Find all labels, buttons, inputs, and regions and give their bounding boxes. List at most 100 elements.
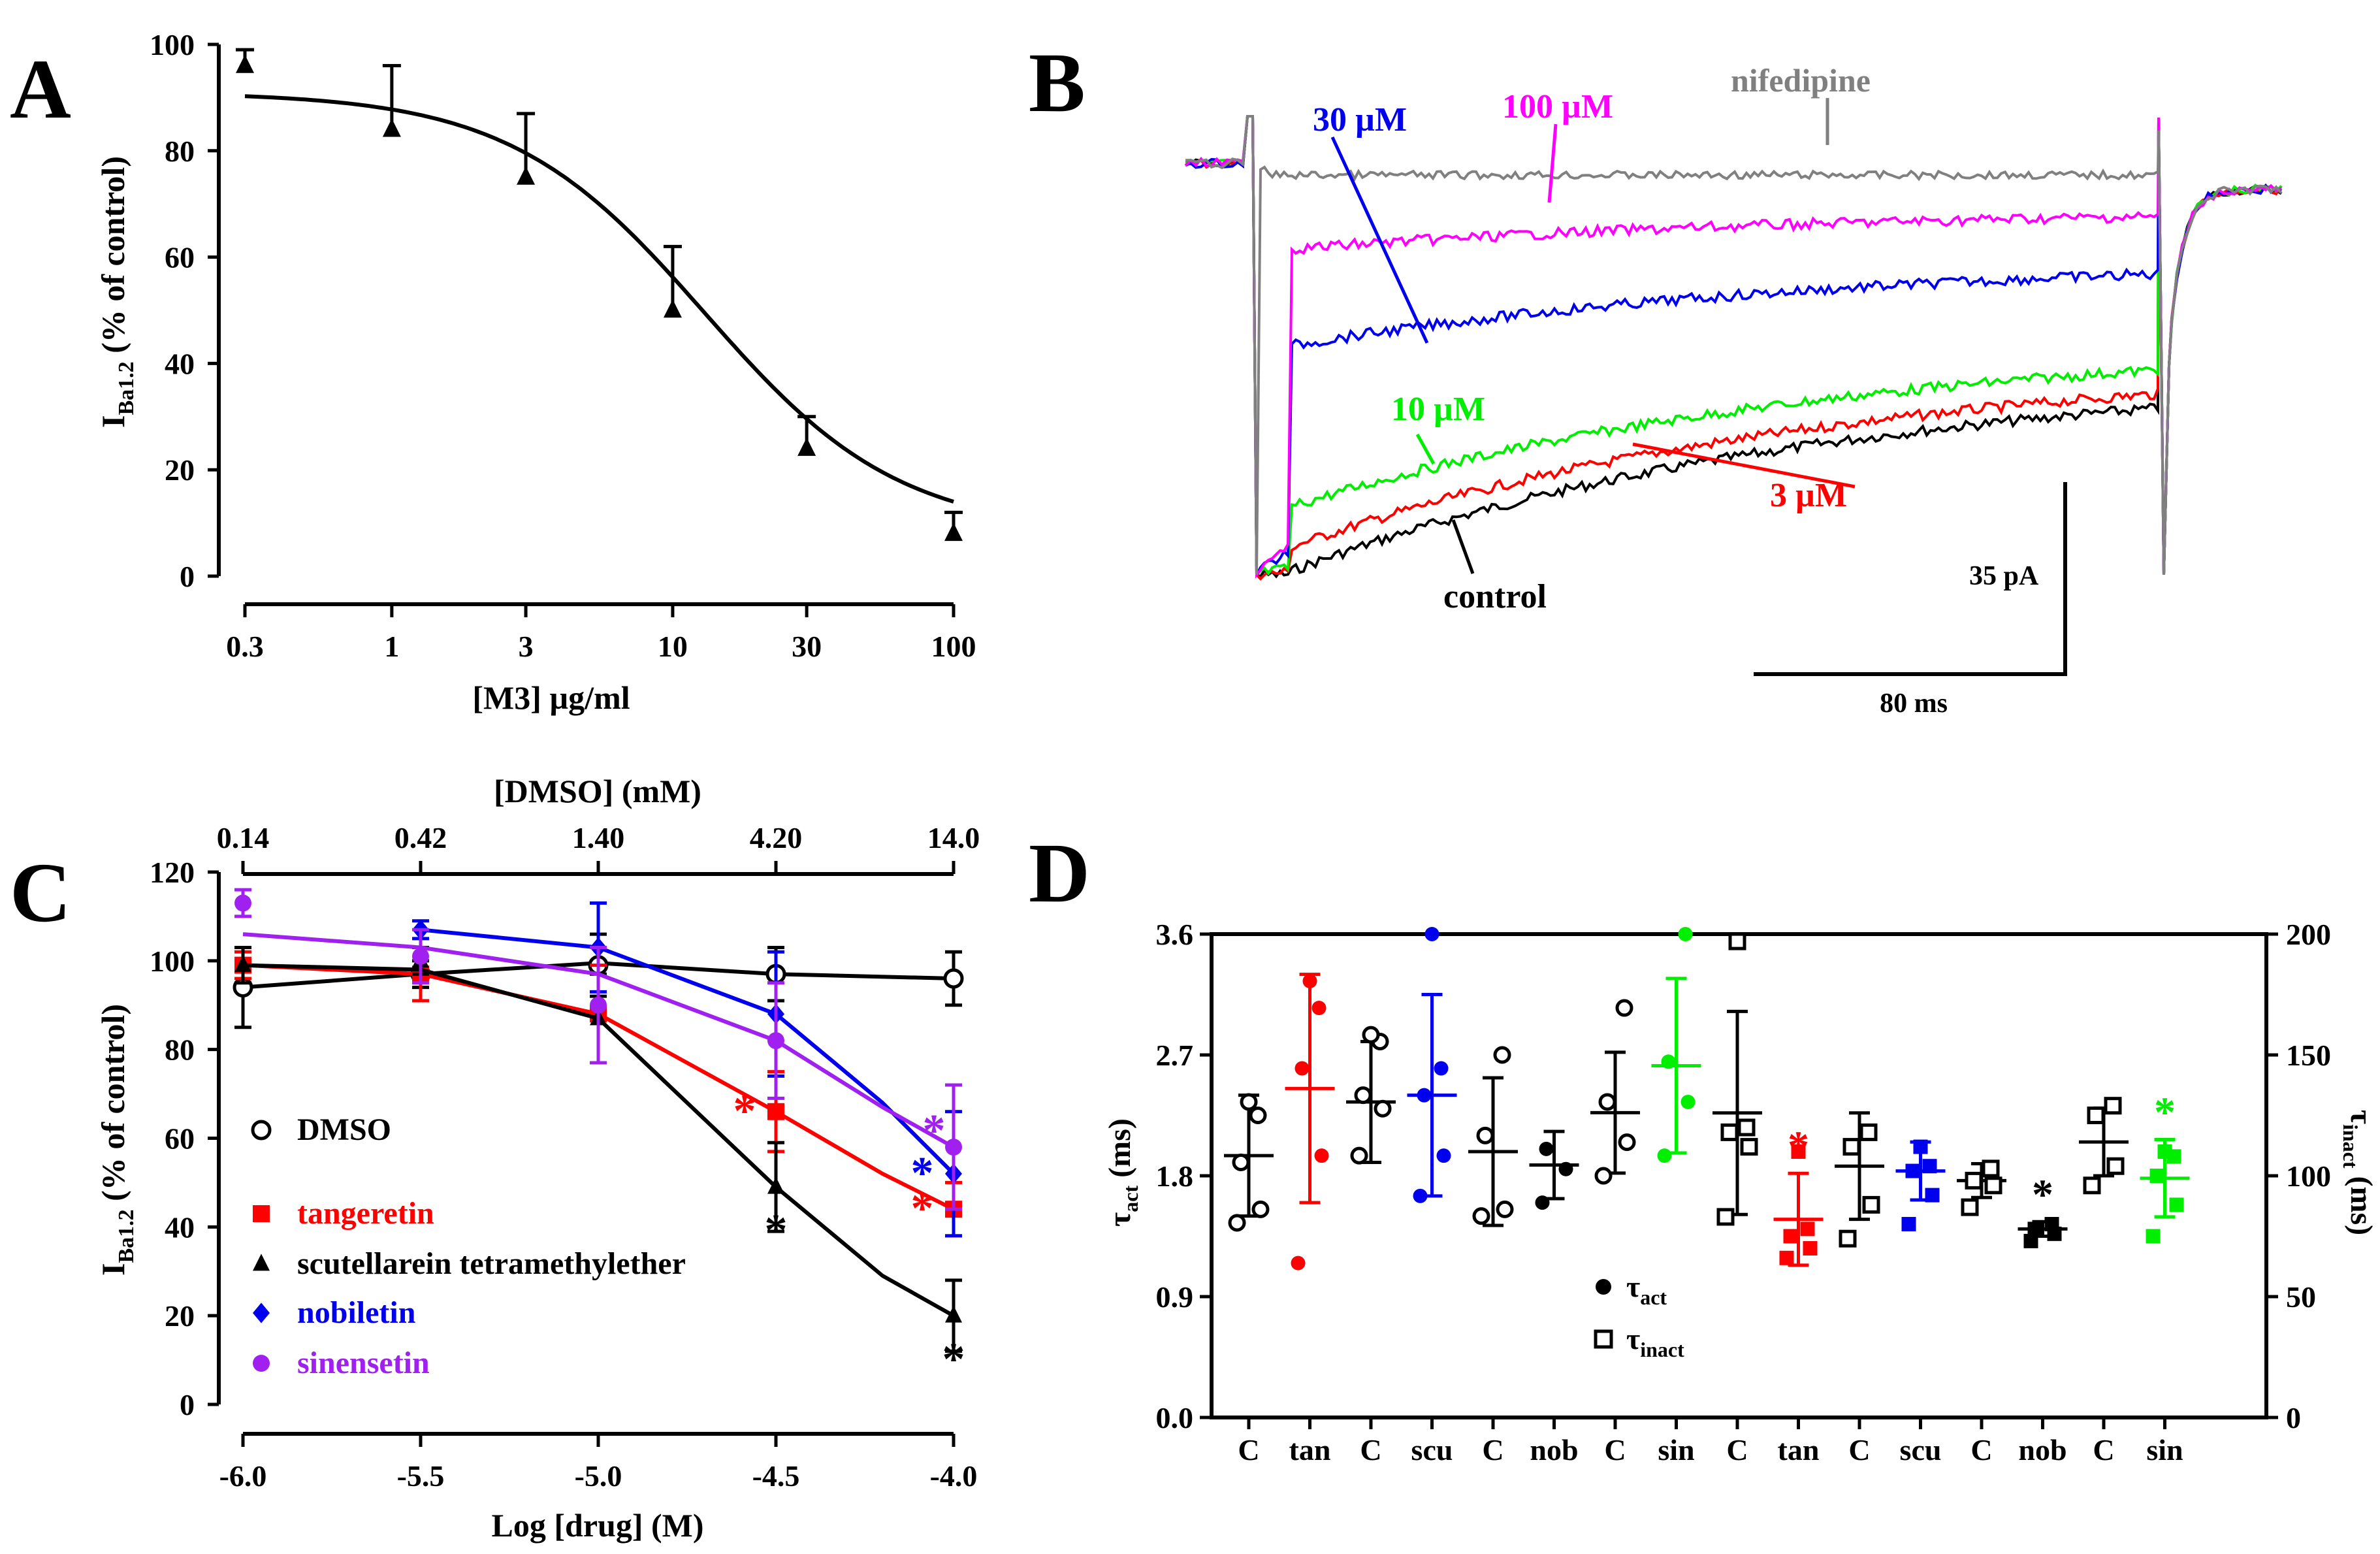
label-line-10um [1415,433,1436,465]
panel-a-y-tick-label: 100 [150,28,195,61]
panel-d-group-c-0-point [1240,1093,1258,1111]
panel-c-point-scutellarein-tetramethylether [945,1305,962,1323]
panel-c-significance-star: * [765,1206,788,1256]
panel-c-point-dmso [943,968,964,989]
panel-label-c: C [10,846,71,940]
panel-c-point-sinensetin [590,996,607,1014]
panel-c-point-tangeretin [767,1103,784,1120]
panel-d-group-nob-13-significance-star: * [2032,1171,2053,1218]
panel-a-y-tick-label: 80 [165,135,195,168]
panel-d-group-nob-13-point [2027,1222,2042,1237]
trace-control [1185,115,2283,579]
panel-d-left-axis-title: τact (ms) [1102,1118,1142,1227]
label-line-3um [1632,442,1856,489]
label-line-100um [1547,123,1558,203]
panel-c-legend-marker-dmso [251,1120,272,1141]
panel-d-group-c-10-point [1862,1195,1880,1214]
panel-c-legend-label-nobiletin: nobiletin [297,1295,415,1330]
panel-d-group-tan-9-point [1783,1229,1798,1244]
panel-c-plot-area: ****** [233,888,965,1385]
panel-d-group-tan-9-significance-star: * [1788,1122,1809,1170]
panel-d-group-c-14-point [2083,1176,2101,1195]
panel-d-right-axis-title: τinact (ms) [2339,1110,2379,1235]
panel-d-x-tick-label: C [1726,1433,1748,1466]
panel-d-group-scu-3-point [1413,1188,1428,1203]
panel-c-fit-tangeretin [242,963,955,1211]
panel-a-data-point [517,166,536,185]
panel-d-group-c-2-point [1374,1099,1392,1118]
panel-d-group-tan-1-point [1302,973,1317,988]
panel-d-group-c-4-point [1496,1200,1514,1218]
panel-c-top-tick-label: 14.0 [927,821,980,854]
panel-d-group-c-2-point [1354,1086,1372,1105]
panel-d-group-scu-3-point [1424,927,1439,941]
panel-d-group-tan-1-point [1314,1148,1329,1163]
panel-b-traces: 30 µM 100 µM nifedipine 10 µM 3 µM contr… [1184,62,2283,719]
panel-label-d: D [1029,826,1090,920]
panel-d-x-tick-label: scu [1900,1433,1942,1466]
panel-c-y-tick-label: 0 [180,1388,195,1421]
panel-d-group-scu-11-point [1913,1139,1928,1154]
panel-d-group-c-2-point [1350,1146,1368,1165]
panel-d-legend-marker-act [1596,1279,1611,1295]
panel-d-legend-label-act: τact [1626,1270,1667,1309]
trace-label-10um: 10 µM [1391,391,1485,428]
panel-a-data-point [944,523,963,542]
panel-a-y-tick-label: 0 [180,560,195,593]
panel-a-data-point [382,118,401,137]
panel-c-top-tick-label: 1.40 [572,821,625,854]
panel-d-group-c-6-point [1618,1133,1636,1152]
panel-d-group-scu-11-point [1905,1163,1920,1178]
panel-d-group-tan-1-point [1295,1061,1310,1076]
panel-c-legend-label-dmso: DMSO [297,1112,391,1147]
panel-d-legend-label-inact: τinact [1626,1322,1684,1361]
panel-a-y-tick-label: 60 [165,241,195,274]
panel-d-group-c-8-point [1737,1118,1756,1137]
panel-d-group-sin-15-point [2146,1229,2161,1244]
panel-c-top-tick-label: 0.14 [217,821,270,854]
panel-d-group-scu-3-point [1436,1148,1451,1163]
panel-a-y-axis-title-rest: (% of control) [95,156,131,361]
panel-c-x-axis-title: Log [drug] (M) [492,1507,704,1544]
panel-c-significance-star: * [911,1184,934,1234]
panel-d-left-tick-label: 0.0 [1156,1401,1194,1434]
panel-d-group-tan-9-point [1803,1241,1818,1255]
panel-a-x-axis-title: [M3] µg/ml [472,679,630,716]
panel-c-top-tick-label: 4.20 [750,821,803,854]
panel-d-group-sin-7-point [1680,1094,1696,1109]
panel-d-group-sin-15-point [2149,1169,2164,1183]
panel-d-right-tick-label: 200 [2286,918,2331,951]
panel-c-legend-marker-nobiletin [253,1303,270,1323]
panel-d-group-c-8-point [1728,932,1746,950]
panel-d-group-nob-5-point [1558,1161,1573,1176]
panel-d-group-scu-11-point [1922,1159,1937,1174]
panel-d-x-tick-label: sin [2146,1433,2183,1466]
panel-c-x-tick-label: -5.5 [397,1459,445,1493]
panel-d-group-tan-9-point [1791,1144,1806,1159]
panel-d-group-sin-15-point [2157,1144,2172,1159]
trace-label-3um: 3 µM [1770,477,1847,514]
panel-c-point-sinensetin [412,948,429,965]
panel-c-x-tick-label: -4.0 [930,1459,978,1493]
trace-10-m [1185,115,2283,578]
panel-a-fit-curve [244,94,954,504]
panel-c-legend-marker-tangeretin [253,1205,270,1222]
trace-label-control: control [1443,578,1547,615]
panel-c-x-tick-label: -6.0 [219,1459,267,1493]
panel-c-point-sinensetin [945,1139,962,1156]
panel-c-y-axis-title: IBa1.2 (% of control) [95,1004,138,1276]
trace-label-30um: 30 µM [1313,101,1407,138]
panel-c-top-axis-title: [DMSO] (mM) [494,773,701,809]
panel-c-legend-label-scutellarein-tetramethylether: scutellarein tetramethylether [297,1246,686,1281]
panel-label-b: B [1029,36,1085,130]
panel-d-group-c-12-point [1965,1171,1983,1190]
panel-c-fit-scutellarein-tetramethylether [242,963,955,1318]
panel-c-y-tick-label: 100 [150,945,195,978]
panel-label-a: A [10,42,71,137]
panel-d-group-tan-1-point [1291,1255,1306,1271]
panel-a-axes: 0 20 40 60 80 100 0.3 1 3 10 30 100 [150,28,976,663]
panel-d-x-tick-label: scu [1411,1433,1453,1466]
panel-c-legend-label-sinensetin: sinensetin [297,1346,430,1380]
label-line-control [1451,519,1475,574]
